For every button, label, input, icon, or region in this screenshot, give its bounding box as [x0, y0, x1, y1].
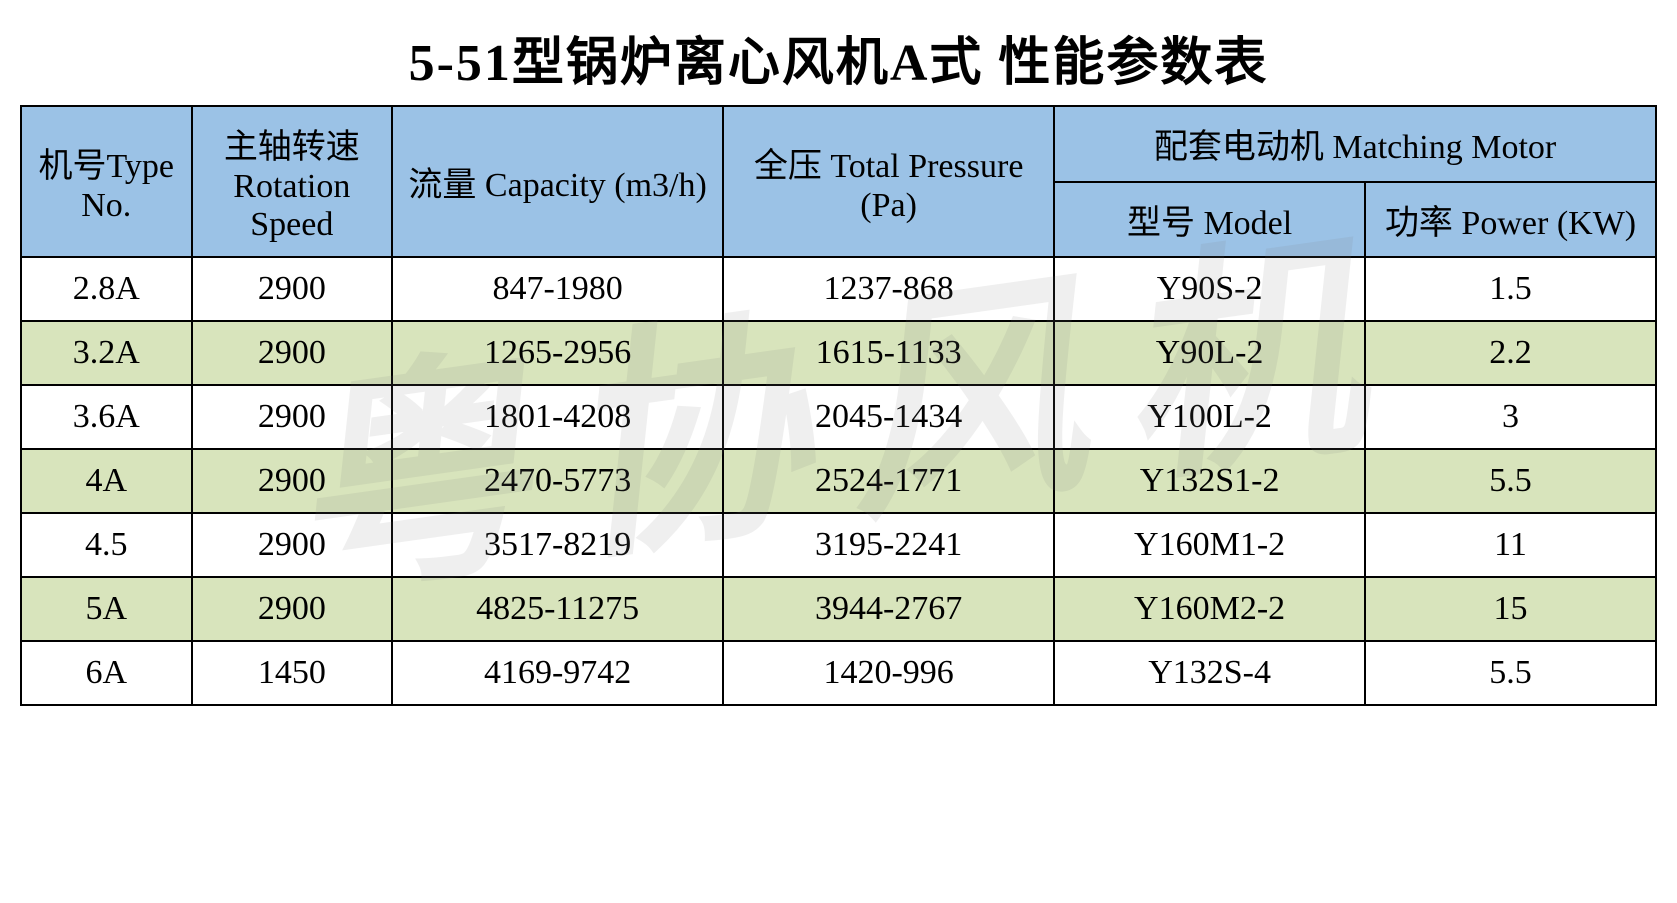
cell-type_no: 3.6A: [21, 385, 192, 449]
cell-rotation_speed: 2900: [192, 321, 393, 385]
cell-power: 1.5: [1365, 257, 1656, 321]
cell-model: Y160M2-2: [1054, 577, 1365, 641]
cell-rotation_speed: 1450: [192, 641, 393, 705]
cell-rotation_speed: 2900: [192, 513, 393, 577]
table-row: 5A29004825-112753944-2767Y160M2-215: [21, 577, 1656, 641]
col-rotation-speed: 主轴转速 Rotation Speed: [192, 106, 393, 257]
page-title: 5-51型锅炉离心风机A式 性能参数表: [20, 20, 1657, 95]
cell-total_pressure: 2524-1771: [723, 449, 1054, 513]
table-row: 2.8A2900847-19801237-868Y90S-21.5: [21, 257, 1656, 321]
cell-total_pressure: 1615-1133: [723, 321, 1054, 385]
cell-type_no: 3.2A: [21, 321, 192, 385]
cell-model: Y90L-2: [1054, 321, 1365, 385]
cell-rotation_speed: 2900: [192, 385, 393, 449]
cell-capacity: 1265-2956: [392, 321, 723, 385]
cell-total_pressure: 3195-2241: [723, 513, 1054, 577]
cell-capacity: 2470-5773: [392, 449, 723, 513]
table-row: 4A29002470-57732524-1771Y132S1-25.5: [21, 449, 1656, 513]
col-type-no: 机号Type No.: [21, 106, 192, 257]
cell-power: 2.2: [1365, 321, 1656, 385]
cell-model: Y90S-2: [1054, 257, 1365, 321]
cell-type_no: 4A: [21, 449, 192, 513]
page-container: 5-51型锅炉离心风机A式 性能参数表 粤协风机 机号Type No. 主轴转速…: [20, 20, 1657, 706]
table-row: 6A14504169-97421420-996Y132S-45.5: [21, 641, 1656, 705]
cell-power: 11: [1365, 513, 1656, 577]
cell-rotation_speed: 2900: [192, 449, 393, 513]
table-row: 4.529003517-82193195-2241Y160M1-211: [21, 513, 1656, 577]
spec-table: 机号Type No. 主轴转速 Rotation Speed 流量 Capaci…: [20, 105, 1657, 706]
col-power: 功率 Power (KW): [1365, 182, 1656, 258]
cell-total_pressure: 3944-2767: [723, 577, 1054, 641]
cell-power: 15: [1365, 577, 1656, 641]
cell-model: Y132S-4: [1054, 641, 1365, 705]
table-header: 机号Type No. 主轴转速 Rotation Speed 流量 Capaci…: [21, 106, 1656, 257]
cell-type_no: 4.5: [21, 513, 192, 577]
table-row: 3.6A29001801-42082045-1434Y100L-23: [21, 385, 1656, 449]
cell-capacity: 1801-4208: [392, 385, 723, 449]
cell-power: 5.5: [1365, 449, 1656, 513]
cell-power: 5.5: [1365, 641, 1656, 705]
cell-type_no: 6A: [21, 641, 192, 705]
cell-capacity: 847-1980: [392, 257, 723, 321]
col-capacity: 流量 Capacity (m3/h): [392, 106, 723, 257]
cell-power: 3: [1365, 385, 1656, 449]
cell-capacity: 4825-11275: [392, 577, 723, 641]
cell-model: Y132S1-2: [1054, 449, 1365, 513]
col-total-pressure: 全压 Total Pressure (Pa): [723, 106, 1054, 257]
col-model: 型号 Model: [1054, 182, 1365, 258]
cell-total_pressure: 1237-868: [723, 257, 1054, 321]
cell-model: Y100L-2: [1054, 385, 1365, 449]
cell-total_pressure: 2045-1434: [723, 385, 1054, 449]
cell-type_no: 2.8A: [21, 257, 192, 321]
cell-capacity: 3517-8219: [392, 513, 723, 577]
cell-model: Y160M1-2: [1054, 513, 1365, 577]
cell-rotation_speed: 2900: [192, 257, 393, 321]
cell-type_no: 5A: [21, 577, 192, 641]
cell-capacity: 4169-9742: [392, 641, 723, 705]
col-matching-motor: 配套电动机 Matching Motor: [1054, 106, 1656, 182]
table-row: 3.2A29001265-29561615-1133Y90L-22.2: [21, 321, 1656, 385]
cell-total_pressure: 1420-996: [723, 641, 1054, 705]
table-body: 2.8A2900847-19801237-868Y90S-21.53.2A290…: [21, 257, 1656, 705]
cell-rotation_speed: 2900: [192, 577, 393, 641]
